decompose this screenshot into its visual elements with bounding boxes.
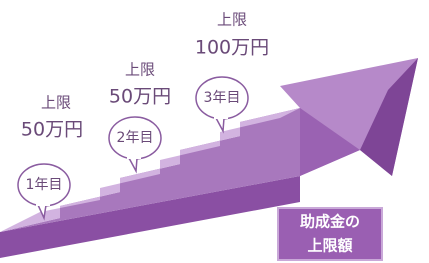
step-label: 上限 <box>125 61 155 79</box>
caption-box: 助成金の 上限額 <box>278 208 382 260</box>
infographic: 上限 50万円 1年目 上限 50万円 2年目 上限 100万円 3年目 助成金… <box>0 0 429 263</box>
year-bubble: 2年目 <box>109 117 161 171</box>
step-label: 上限 <box>217 11 247 29</box>
year-text: 2年目 <box>117 130 154 146</box>
caption-line: 助成金の <box>300 213 360 231</box>
year-text: 3年目 <box>204 90 241 106</box>
step-amount: 50万円 <box>109 86 171 108</box>
step-amount: 50万円 <box>21 119 83 141</box>
caption-line: 上限額 <box>307 237 352 255</box>
year-text: 1年目 <box>26 177 63 193</box>
step-label: 上限 <box>41 94 71 112</box>
step-amount: 100万円 <box>195 37 269 59</box>
